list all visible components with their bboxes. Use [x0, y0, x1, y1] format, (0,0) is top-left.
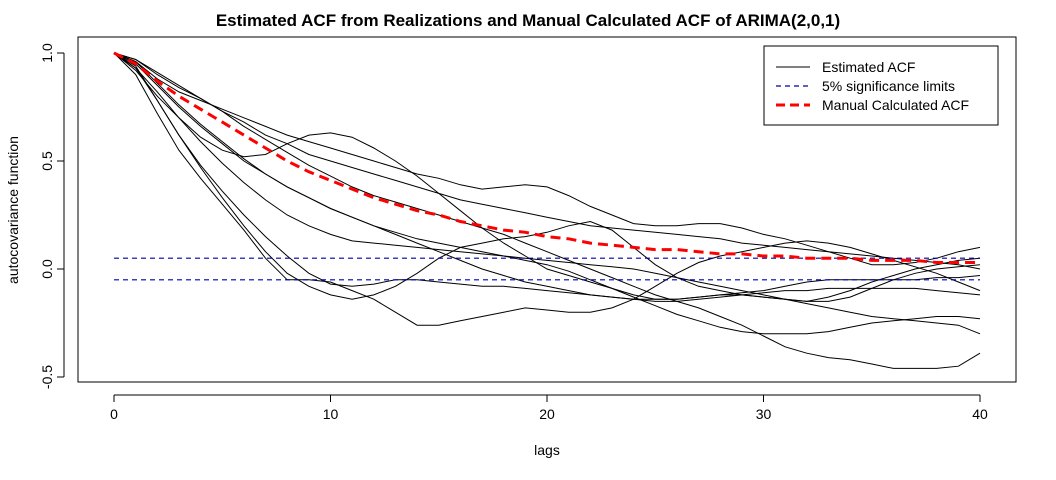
- series-estimated-acf-3: [113, 52, 981, 335]
- series-estimated-acf-10: [113, 52, 981, 369]
- x-tick-label: 40: [972, 406, 988, 422]
- y-axis: -0.5 0.0 0.5 1.0: [39, 43, 65, 389]
- x-axis-label: lags: [534, 442, 560, 458]
- legend: Estimated ACF 5% significance limits Man…: [763, 45, 999, 126]
- series-estimated-acf-7: [113, 52, 981, 335]
- x-tick-label: 20: [539, 406, 555, 422]
- legend-label-significance: 5% significance limits: [822, 78, 955, 94]
- legend-label-estimated: Estimated ACF: [822, 59, 915, 75]
- series-estimated-acf-6: [113, 52, 981, 302]
- series-estimated-acf-8: [113, 52, 981, 302]
- series-estimated-acf-5: [113, 52, 981, 302]
- chart-title: Estimated ACF from Realizations and Manu…: [216, 11, 840, 30]
- series-estimated-acf-2: [113, 52, 981, 266]
- y-axis-label: autocovariance function: [5, 136, 21, 284]
- y-tick-label: 1.0: [39, 43, 55, 63]
- y-tick-label: 0.0: [39, 259, 55, 279]
- x-tick-label: 30: [756, 406, 772, 422]
- series-estimated-acf-1: [113, 52, 981, 270]
- y-tick-label: 0.5: [39, 151, 55, 171]
- y-tick-label: -0.5: [39, 365, 55, 389]
- plot-frame: [77, 36, 1017, 383]
- legend-label-manual: Manual Calculated ACF: [822, 97, 969, 113]
- plot-area: [113, 51, 981, 369]
- x-tick-label: 0: [110, 406, 118, 422]
- series-estimated-acf-4: [113, 52, 981, 326]
- x-axis: 0 10 20 30 40: [110, 394, 988, 422]
- x-tick-label: 10: [323, 406, 339, 422]
